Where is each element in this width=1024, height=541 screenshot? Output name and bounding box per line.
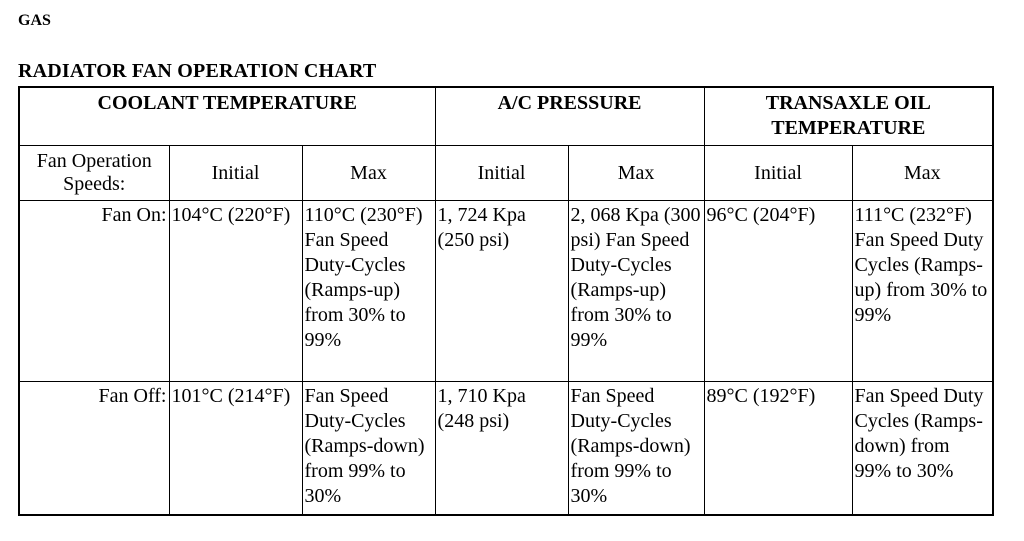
fan-off-oil-max: Fan Speed Duty Cycles (Ramps-down) from … [851, 381, 994, 516]
coolant-initial-header: Initial [168, 145, 303, 201]
fan-operation-speeds-header: Fan Operation Speeds: [18, 145, 170, 201]
oil-initial-header: Initial [703, 145, 853, 201]
fan-on-coolant-max: 110°C (230°F) Fan Speed Duty-Cycles (Ram… [301, 200, 436, 382]
oil-max-header: Max [851, 145, 994, 201]
fan-off-ac-max: Fan Speed Duty-Cycles (Ramps-down) from … [567, 381, 705, 516]
fan-on-oil-max: 111°C (232°F) Fan Speed Duty Cycles (Ram… [851, 200, 994, 382]
fan-on-coolant-initial: 104°C (220°F) [168, 200, 303, 382]
ac-initial-header: Initial [434, 145, 569, 201]
row-label-fan-on: Fan On: [18, 200, 170, 382]
group-ac-pressure: A/C PRESSURE [434, 86, 705, 146]
section-label: GAS [18, 12, 51, 29]
table-row-fan-off: Fan Off: 101°C (214°F) Fan Speed Duty-Cy… [18, 381, 994, 516]
group-header-row: COOLANT TEMPERATURE A/C PRESSURE TRANSAX… [18, 86, 994, 146]
chart-title: RADIATOR FAN OPERATION CHART [18, 60, 377, 82]
row-label-fan-off: Fan Off: [18, 381, 170, 516]
fan-off-ac-initial: 1, 710 Kpa (248 psi) [434, 381, 569, 516]
fan-operation-table: COOLANT TEMPERATURE A/C PRESSURE TRANSAX… [18, 86, 995, 516]
sub-header-row: Fan Operation Speeds: Initial Max Initia… [18, 145, 994, 201]
fan-on-ac-initial: 1, 724 Kpa (250 psi) [434, 200, 569, 382]
fan-off-coolant-initial: 101°C (214°F) [168, 381, 303, 516]
fan-off-coolant-max: Fan Speed Duty-Cycles (Ramps-down) from … [301, 381, 436, 516]
group-transaxle-oil-temperature: TRANSAXLE OIL TEMPERATURE [703, 86, 994, 146]
ac-max-header: Max [567, 145, 705, 201]
table-row-fan-on: Fan On: 104°C (220°F) 110°C (230°F) Fan … [18, 200, 994, 382]
fan-on-oil-initial: 96°C (204°F) [703, 200, 853, 382]
fan-off-oil-initial: 89°C (192°F) [703, 381, 853, 516]
coolant-max-header: Max [301, 145, 436, 201]
group-coolant-temperature: COOLANT TEMPERATURE [18, 86, 436, 146]
fan-on-ac-max: 2, 068 Kpa (300 psi) Fan Speed Duty-Cycl… [567, 200, 705, 382]
